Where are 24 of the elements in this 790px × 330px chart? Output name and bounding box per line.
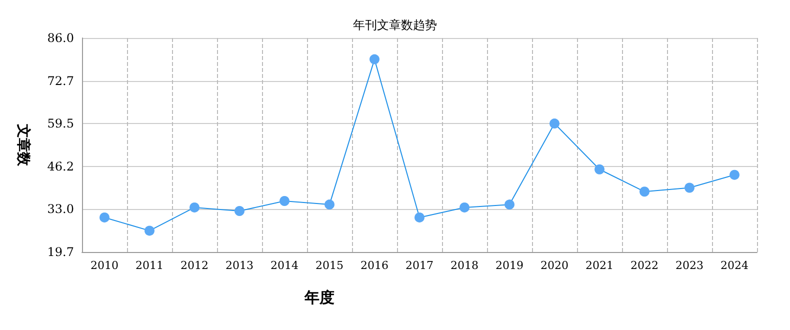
y-tick-label: 59.5 (47, 116, 74, 131)
x-tick-label: 2018 (450, 259, 478, 272)
x-tick-label: 2019 (496, 259, 524, 272)
x-tick-label: 2013 (226, 259, 254, 272)
x-tick-label: 2021 (586, 259, 614, 272)
x-tick-label: 2014 (270, 259, 298, 272)
y-tick-label: 33.0 (47, 202, 74, 216)
chart-title: 年刊文章数趋势 (353, 18, 437, 32)
x-tick-label: 2023 (676, 259, 704, 272)
y-tick-label: 46.2 (47, 159, 74, 174)
x-tick-label: 2012 (180, 259, 208, 272)
y-tick-label: 72.7 (47, 74, 74, 88)
x-tick-label: 2015 (316, 259, 344, 272)
x-tick-label: 2022 (630, 259, 658, 272)
x-tick-label: 2010 (90, 259, 118, 272)
y-tick-label: 19.7 (47, 245, 74, 259)
y-axis-title: 文章数 (15, 123, 32, 167)
x-tick-label: 2024 (720, 259, 748, 272)
y-tick-label: 86.0 (47, 31, 74, 45)
x-tick-label: 2016 (360, 259, 388, 272)
x-axis-title: 年度 (304, 288, 334, 306)
x-tick-label: 2017 (406, 259, 434, 272)
x-tick-label: 2011 (136, 259, 164, 272)
x-tick-label: 2020 (540, 259, 568, 272)
